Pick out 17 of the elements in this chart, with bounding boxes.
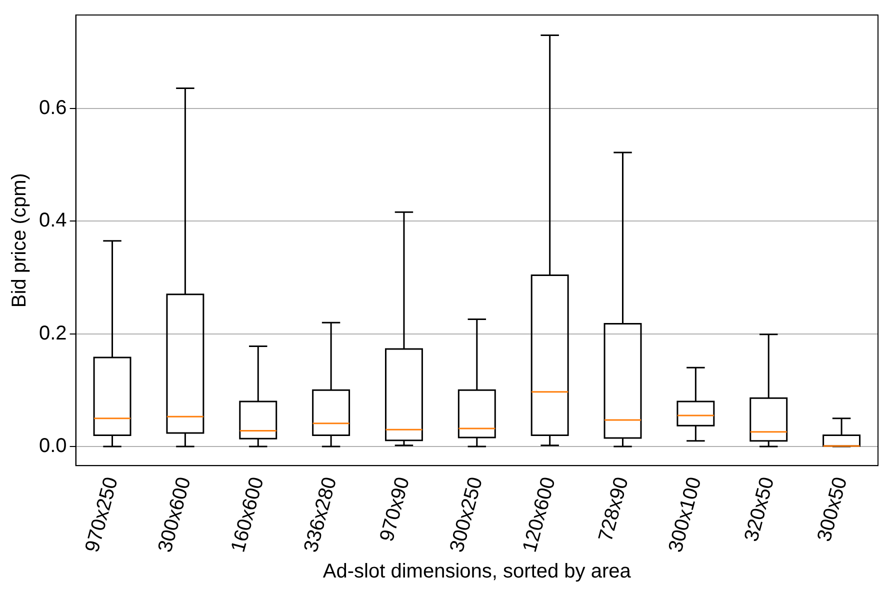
x-tick-label: 300x600 [154,474,196,555]
x-tick-label: 728x90 [594,474,633,544]
y-tick-label: 0.4 [38,210,67,232]
x-tick-label: 120x600 [518,474,560,555]
x-tick-label: 160x600 [227,474,268,555]
y-tick-label: 0.0 [38,435,67,458]
x-tick-label: 970x90 [376,474,414,544]
x-axis-title: Ad-slot dimensions, sorted by area [322,560,632,583]
x-tick-label: 320x50 [740,474,779,544]
x-tick-label: 300x100 [664,474,706,555]
x-tick-label: 300x50 [813,474,852,544]
x-tick-label: 336x280 [300,474,342,555]
y-axis-title: Bid price (cpm) [8,173,31,308]
y-tick-label: 0.6 [38,97,67,120]
x-tick-label: 970x250 [81,474,122,555]
x-tick-label: 300x250 [446,474,488,555]
y-tick-label: 0.2 [38,322,67,344]
